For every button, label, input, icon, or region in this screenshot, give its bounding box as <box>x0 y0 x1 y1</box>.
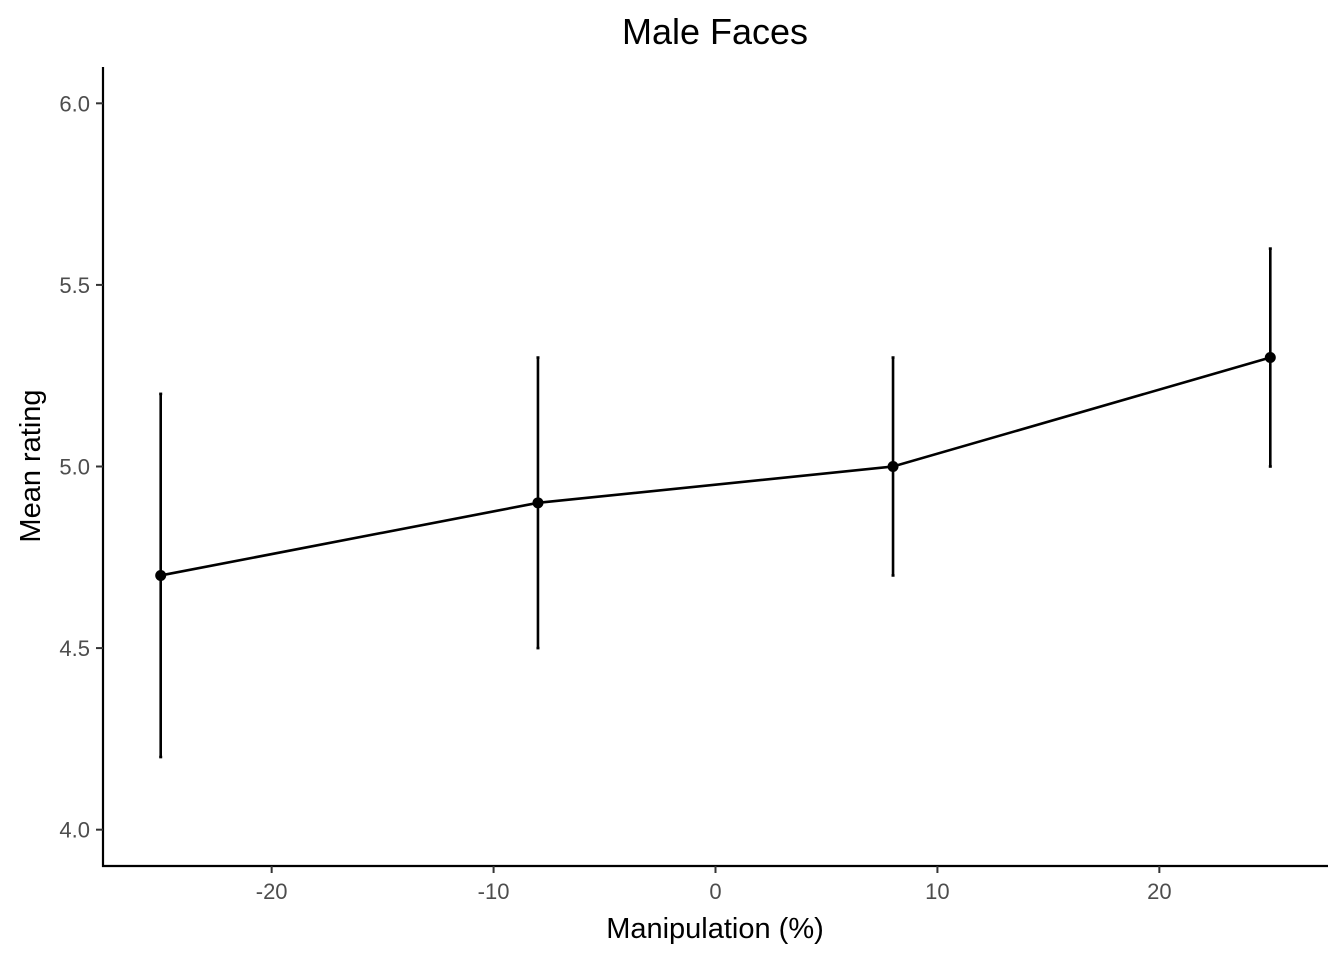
data-point <box>155 569 167 581</box>
x-tick-label: 0 <box>709 879 721 904</box>
y-tick-label: 4.0 <box>59 818 90 843</box>
data-point <box>887 461 899 472</box>
x-axis-label: Manipulation (%) <box>606 913 824 945</box>
data-point <box>532 497 544 509</box>
y-tick-label: 4.5 <box>59 636 90 661</box>
series-line <box>160 356 1271 577</box>
y-tick-label: 6.0 <box>59 91 90 116</box>
data-point <box>1264 352 1276 364</box>
x-tick-label: 10 <box>925 879 949 904</box>
plot-area <box>155 247 1276 759</box>
x-tick-label: 20 <box>1147 879 1171 904</box>
y-tick-label: 5.0 <box>59 455 90 480</box>
chart-title: Male Faces <box>622 11 808 52</box>
y-axis-label: Mean rating <box>15 389 47 542</box>
y-tick-label: 5.5 <box>59 273 90 298</box>
x-tick-label: -20 <box>256 879 288 904</box>
axes: 4.0 4.5 5.0 5.5 6.0 -20 -10 0 10 20 <box>59 67 1328 904</box>
x-tick-label: -10 <box>478 879 510 904</box>
